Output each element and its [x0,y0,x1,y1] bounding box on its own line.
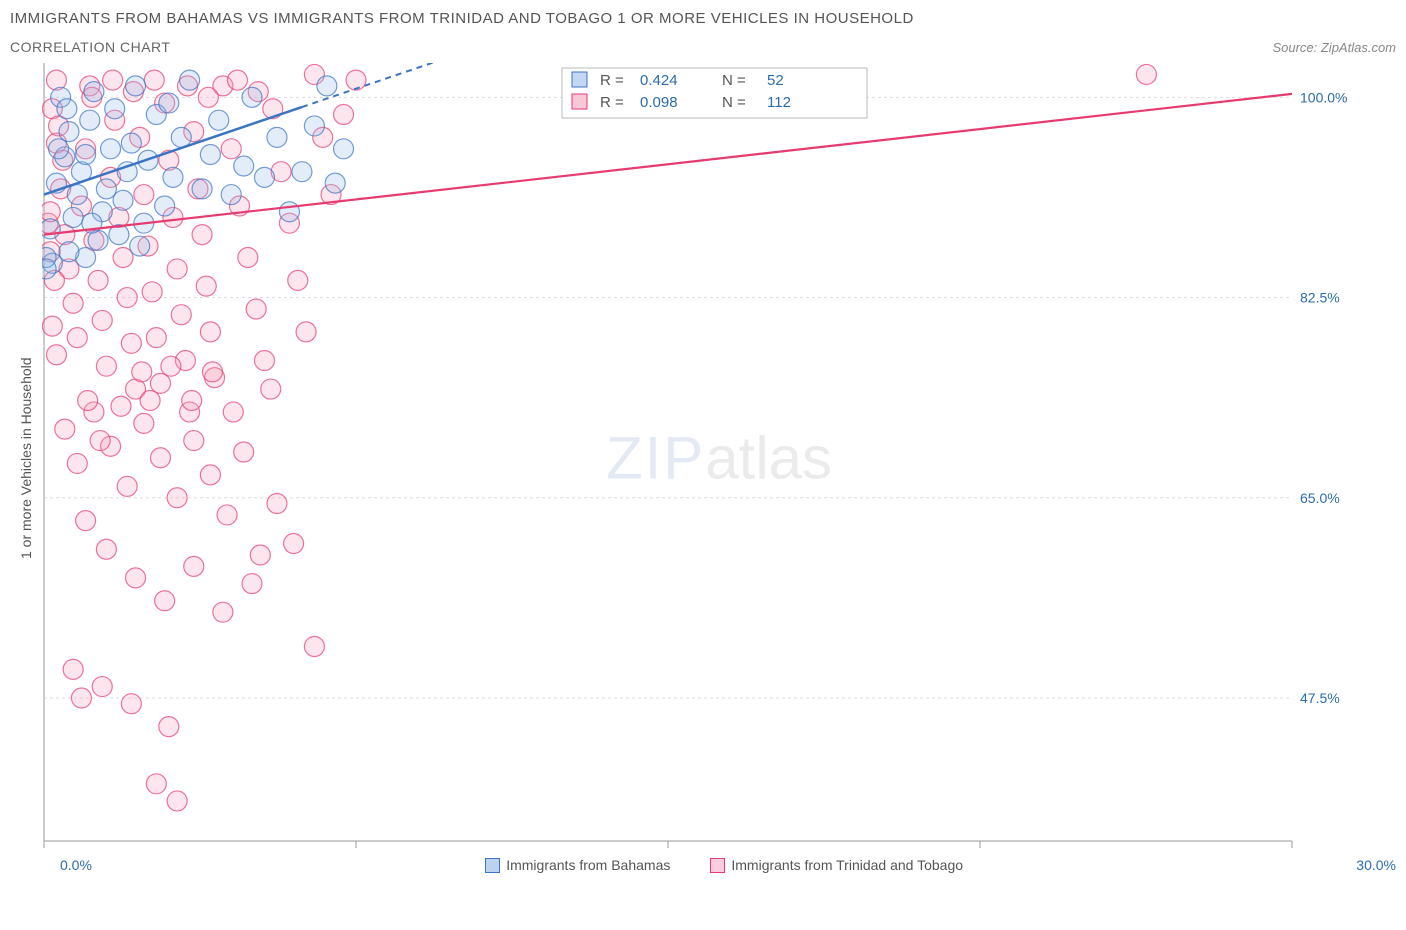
svg-text:65.0%: 65.0% [1300,490,1340,506]
plot-wrapper: 1 or more Vehicles in Household 100.0% 82… [10,63,1396,853]
svg-text:0.098: 0.098 [640,94,678,111]
svg-text:100.0%: 100.0% [1300,89,1347,105]
x-axis-max: 30.0% [1356,857,1396,873]
chart-subtitle: CORRELATION CHART [10,39,170,55]
legend-item: Immigrants from Trinidad and Tobago [710,857,963,873]
svg-text:R =: R = [600,94,624,111]
svg-text:R =: R = [600,72,624,89]
bottom-legend: 0.0% Immigrants from BahamasImmigrants f… [10,853,1396,873]
legend-label: Immigrants from Trinidad and Tobago [731,857,963,873]
svg-text:N =: N = [722,94,746,111]
correlation-chart: IMMIGRANTS FROM BAHAMAS VS IMMIGRANTS FR… [10,10,1396,873]
legend-items: Immigrants from Bahamas Immigrants from T… [485,857,963,873]
y-axis-label: 1 or more Vehicles in Household [10,63,42,853]
legend-swatch [710,858,725,873]
legend-swatch [485,858,500,873]
svg-text:0.424: 0.424 [640,72,678,89]
legend-label: Immigrants from Bahamas [506,857,670,873]
legend-item: Immigrants from Bahamas [485,857,670,873]
subtitle-row: CORRELATION CHART Source: ZipAtlas.com [10,39,1396,55]
svg-text:112: 112 [767,94,791,111]
scatter-plot-svg: 100.0% 82.5% 65.0% 47.5% R = 0.424 N = 52 R = 0.0… [42,63,1362,853]
x-axis-min: 0.0% [60,857,92,873]
chart-title: IMMIGRANTS FROM BAHAMAS VS IMMIGRANTS FR… [10,10,1396,27]
svg-text:82.5%: 82.5% [1300,290,1340,306]
svg-text:52: 52 [767,72,784,89]
svg-text:47.5%: 47.5% [1300,690,1340,706]
plot-area: 100.0% 82.5% 65.0% 47.5% R = 0.424 N = 52 R = 0.0… [42,63,1396,853]
source-label: Source: ZipAtlas.com [1272,40,1396,55]
svg-text:N =: N = [722,72,746,89]
